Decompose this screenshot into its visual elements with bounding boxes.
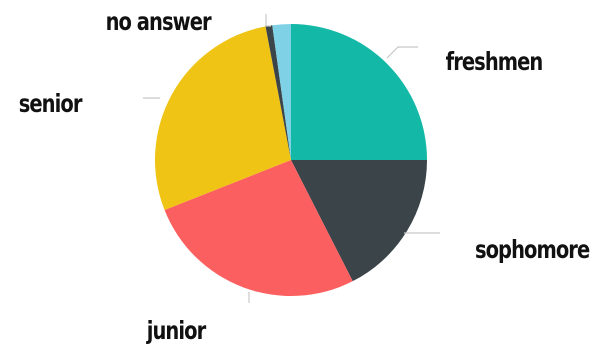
pie-slice-junior	[164, 160, 353, 297]
slice-label-junior: junior	[146, 317, 206, 346]
leader-line-no-answer	[265, 14, 271, 27]
pie-slice-no-answer	[265, 25, 291, 160]
pie-slices	[155, 24, 427, 297]
pie-slice-sophomore	[291, 160, 427, 282]
slice-label-senior: senior	[19, 90, 83, 119]
pie-slice-senior	[155, 26, 291, 211]
pie-slice-freshmen	[291, 24, 427, 160]
slice-label-no-answer: no answer	[106, 8, 212, 37]
slice-labels: freshmen sophomore junior senior no answer	[19, 8, 591, 346]
slice-label-freshmen: freshmen	[446, 48, 543, 77]
leader-lines	[143, 14, 440, 303]
pie-slice-unlabeled-5	[272, 24, 291, 160]
leader-line-freshmen	[386, 46, 418, 59]
slice-label-sophomore: sophomore	[475, 236, 590, 265]
